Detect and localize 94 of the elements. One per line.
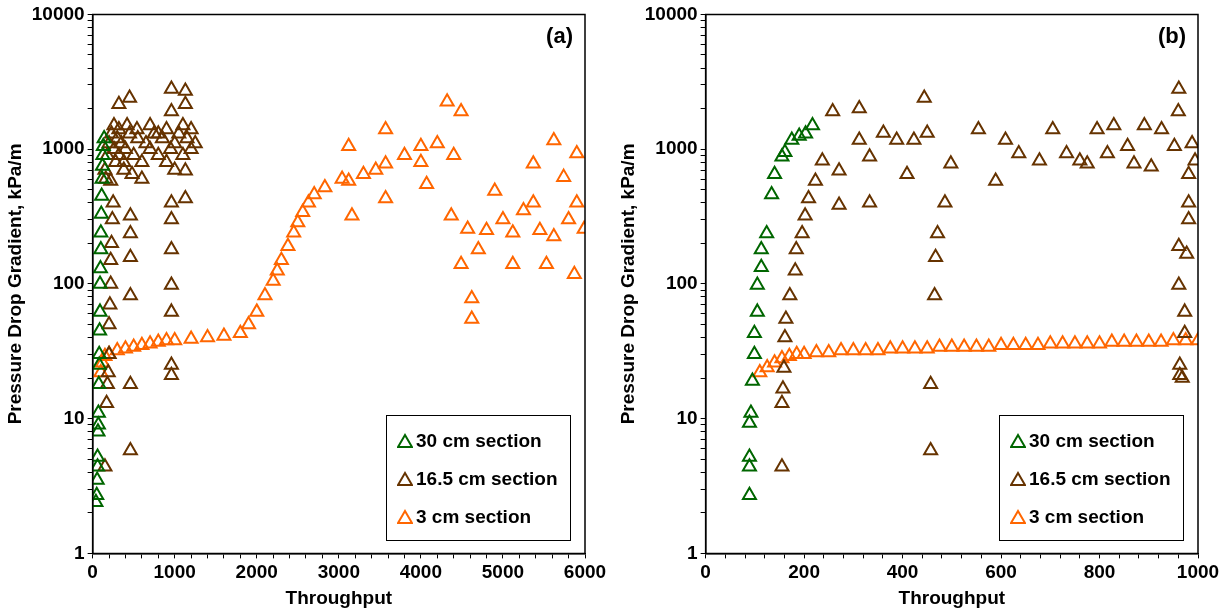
point (833, 342, 849, 356)
legend-label: 3 cm section (416, 506, 532, 529)
point (1178, 332, 1194, 346)
x-tick-label: 200 (788, 561, 820, 583)
y-tick-label: 10000 (644, 2, 698, 24)
legend-label: 30 cm section (416, 430, 542, 453)
x-tick-label: 2000 (235, 561, 278, 583)
point (798, 125, 814, 139)
y-tick-label: 1 (687, 541, 699, 563)
point (796, 345, 812, 360)
y-tick-label: 100 (665, 272, 698, 294)
x-axis-title: Throughput (285, 586, 393, 608)
point (870, 342, 886, 356)
point (741, 414, 757, 428)
point (774, 148, 790, 162)
annotation: (b) (1157, 23, 1186, 49)
point (895, 340, 911, 354)
y-tick-label: 10000 (31, 2, 85, 24)
point (744, 372, 760, 386)
point (1128, 333, 1144, 347)
point (907, 340, 923, 354)
point (777, 143, 793, 157)
x-tick-label: 0 (87, 561, 98, 583)
point (774, 349, 790, 364)
point (764, 186, 780, 200)
legend-label: 30 cm section (1029, 430, 1155, 453)
point (1079, 335, 1095, 349)
point (791, 127, 807, 141)
legend-label: 3 cm section (1029, 506, 1145, 529)
point (1153, 333, 1169, 347)
point (858, 342, 874, 356)
y-tick-label: 1 (74, 541, 86, 563)
point (956, 338, 972, 352)
point (789, 345, 805, 360)
point (767, 165, 783, 180)
point (804, 116, 820, 131)
point (1141, 333, 1157, 347)
point (1104, 333, 1120, 347)
x-tick-label: 4000 (399, 561, 443, 583)
x-tick-label: 1000 (153, 561, 196, 583)
point (753, 241, 769, 255)
point (746, 324, 762, 339)
y-axis-title: Pressure Drop Gradient, kPa/m (616, 143, 638, 425)
point (821, 343, 837, 358)
y-tick-label: 10 (676, 406, 698, 428)
x-tick-label: 800 (1083, 561, 1116, 583)
point (919, 340, 935, 354)
point (743, 404, 759, 418)
point (1116, 333, 1132, 347)
point (1030, 336, 1046, 351)
y-tick-label: 100 (52, 272, 85, 294)
y-tick-label: 1000 (655, 137, 698, 159)
point (781, 347, 797, 362)
y-axis-title: Pressure Drop Gradient, kPa/m (3, 143, 25, 425)
point (944, 338, 960, 352)
point (1165, 332, 1181, 346)
point (808, 343, 824, 358)
point (993, 336, 1009, 351)
point (784, 131, 800, 145)
x-tick-label: 0 (700, 561, 711, 583)
point (759, 224, 775, 239)
point (746, 345, 762, 360)
point (1055, 335, 1071, 349)
x-tick-label: 5000 (481, 561, 525, 583)
x-axis-title: Throughput (898, 586, 1006, 608)
x-tick-label: 1000 (1176, 561, 1220, 583)
x-tick-label: 3000 (317, 561, 360, 583)
point (741, 458, 757, 472)
point (1067, 335, 1083, 349)
point (741, 448, 757, 462)
point (1018, 336, 1034, 351)
point (932, 338, 947, 352)
legend-label: 16.5 cm section (416, 468, 558, 491)
point (968, 338, 984, 352)
point (741, 486, 757, 501)
x-tick-label: 600 (985, 561, 1017, 583)
legend-label: 16.5 cm section (1029, 468, 1171, 491)
y-tick-label: 10 (63, 406, 85, 428)
point (759, 358, 775, 373)
point (981, 338, 997, 352)
point (1042, 335, 1058, 349)
point (749, 276, 765, 290)
point (845, 342, 861, 356)
x-tick-label: 400 (886, 561, 919, 583)
point (749, 303, 765, 317)
point (767, 354, 783, 368)
y-tick-label: 1000 (42, 137, 85, 159)
point (752, 364, 768, 378)
point (753, 258, 769, 272)
x-tick-label: 6000 (563, 561, 607, 583)
annotation: (a) (546, 23, 573, 49)
point (1005, 336, 1021, 351)
point (882, 340, 898, 354)
point (1092, 335, 1108, 349)
